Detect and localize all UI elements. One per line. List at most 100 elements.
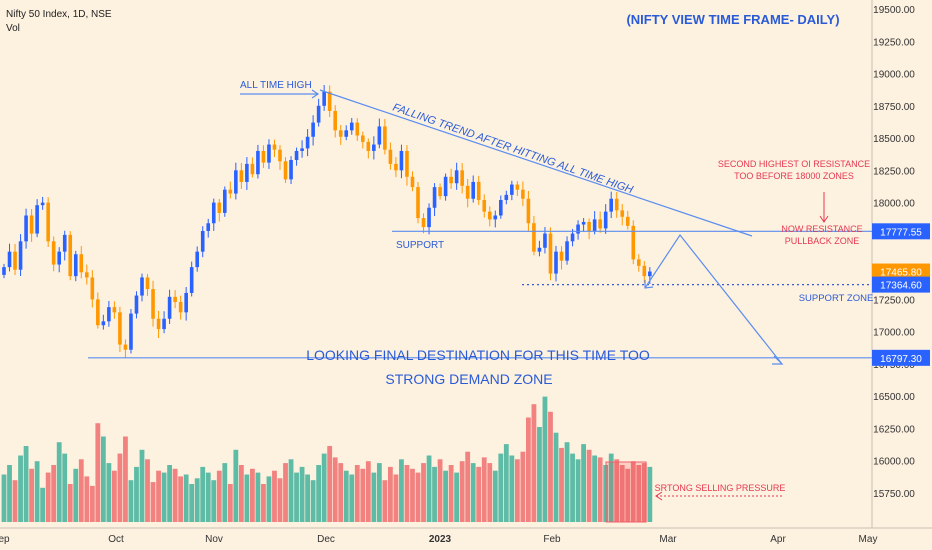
candle-body <box>134 295 139 314</box>
candle-body <box>410 176 415 188</box>
y-tick-label: 19500.00 <box>873 5 915 16</box>
candle-body <box>195 251 199 268</box>
second-oi-label-1: SECOND HIGHEST OI RESISTANCE <box>718 159 870 169</box>
candle-body <box>101 321 106 326</box>
drawings <box>88 89 872 523</box>
volume-bar <box>95 423 101 522</box>
volume-bar <box>531 404 537 522</box>
price-tag-box <box>872 263 930 280</box>
candle-body <box>570 233 575 242</box>
candle-body <box>327 91 332 111</box>
projection-path[interactable] <box>644 233 783 365</box>
candle-body <box>46 202 50 242</box>
volume-bar <box>112 470 117 522</box>
candle-body <box>24 215 28 242</box>
now-resistance-label-2: PULLBACK ZONE <box>785 236 860 246</box>
volume-bar <box>134 466 139 522</box>
x-tick-label: Nov <box>205 534 223 545</box>
candle-body <box>261 150 266 163</box>
x-axis-ticks: ep Oct Nov Dec 2023 Feb Mar Apr May <box>0 534 877 545</box>
x-tick-label: May <box>859 534 878 545</box>
volume-bar <box>365 461 371 522</box>
volume-bar <box>250 468 255 522</box>
volume-bar <box>227 484 233 522</box>
volume-bar <box>564 442 570 522</box>
volume-bar <box>255 472 261 522</box>
candle-body <box>206 223 211 231</box>
candle-body <box>537 247 542 252</box>
candle-body <box>620 210 625 217</box>
volume-bar <box>78 459 84 522</box>
volume-bar <box>608 453 614 522</box>
candle-body <box>283 161 288 180</box>
volume-bar <box>216 470 222 522</box>
volume-bar <box>272 470 277 522</box>
candle-body <box>162 318 166 330</box>
candle-body <box>294 150 299 161</box>
volume-bar <box>647 466 653 522</box>
falling-trend-label: FALLING TREND AFTER HITTING ALL TIME HIG… <box>391 102 635 197</box>
pullback-arrowhead <box>644 280 654 289</box>
candle-body <box>40 202 45 206</box>
volume-bar <box>498 453 504 522</box>
falling-trend-line[interactable] <box>319 89 753 237</box>
candle-body <box>383 126 387 150</box>
candle-body <box>234 170 238 194</box>
candle-body <box>361 135 365 142</box>
candle-body <box>316 105 321 123</box>
candle-body <box>250 163 255 175</box>
y-tick-label: 16250.00 <box>873 424 915 435</box>
volume-bar <box>454 472 460 522</box>
candle-body <box>200 230 205 252</box>
volume-bar <box>641 463 647 522</box>
selling-pressure-box[interactable] <box>605 461 647 523</box>
candle-body <box>322 91 326 106</box>
candle-body <box>140 277 144 296</box>
volume-bar <box>100 436 106 522</box>
candle-body <box>565 241 569 261</box>
volume-bar <box>283 463 288 522</box>
candle-body <box>85 272 89 278</box>
candle-body <box>598 219 602 229</box>
volume-bar <box>360 468 366 522</box>
y-tick-label: 17000.00 <box>873 328 915 339</box>
candle-body <box>145 277 150 290</box>
candle-body <box>57 251 61 265</box>
volume-bar <box>233 449 239 522</box>
volume-bar <box>205 472 211 522</box>
volume-bar <box>349 474 355 522</box>
candle-body <box>532 223 536 252</box>
volume-bar <box>45 472 51 522</box>
candle-body <box>35 205 39 234</box>
volume-bar <box>34 461 40 522</box>
volume-bar <box>492 470 498 522</box>
volume-bar <box>371 472 377 522</box>
candle-body <box>118 312 122 345</box>
candle-body <box>526 198 531 224</box>
volume-indicator-label[interactable]: Vol <box>6 23 20 34</box>
candle-body <box>7 251 12 268</box>
candle-body <box>637 259 641 266</box>
price-tag-label: 17364.60 <box>880 281 922 292</box>
oi-arrowhead <box>819 215 829 223</box>
volume-bar <box>327 446 333 522</box>
volume-bar <box>581 444 586 522</box>
candle-body <box>631 225 636 260</box>
candle-body <box>587 221 591 231</box>
volume-bar <box>415 472 421 522</box>
candle-body <box>438 187 442 197</box>
symbol-label[interactable]: Nifty 50 Index, 1D, NSE <box>6 9 112 20</box>
candle-body <box>239 170 244 182</box>
x-tick-label: Mar <box>659 534 677 545</box>
candle-body <box>344 130 349 137</box>
volume-bar <box>7 465 12 522</box>
candle-body <box>289 160 293 180</box>
candle-body <box>499 200 503 216</box>
volume-bar <box>244 474 250 522</box>
volume-bar <box>156 470 161 522</box>
volume-bar <box>542 396 548 522</box>
volume-bar <box>84 476 90 522</box>
volume-bar <box>343 470 349 522</box>
volume-bar <box>222 463 228 522</box>
